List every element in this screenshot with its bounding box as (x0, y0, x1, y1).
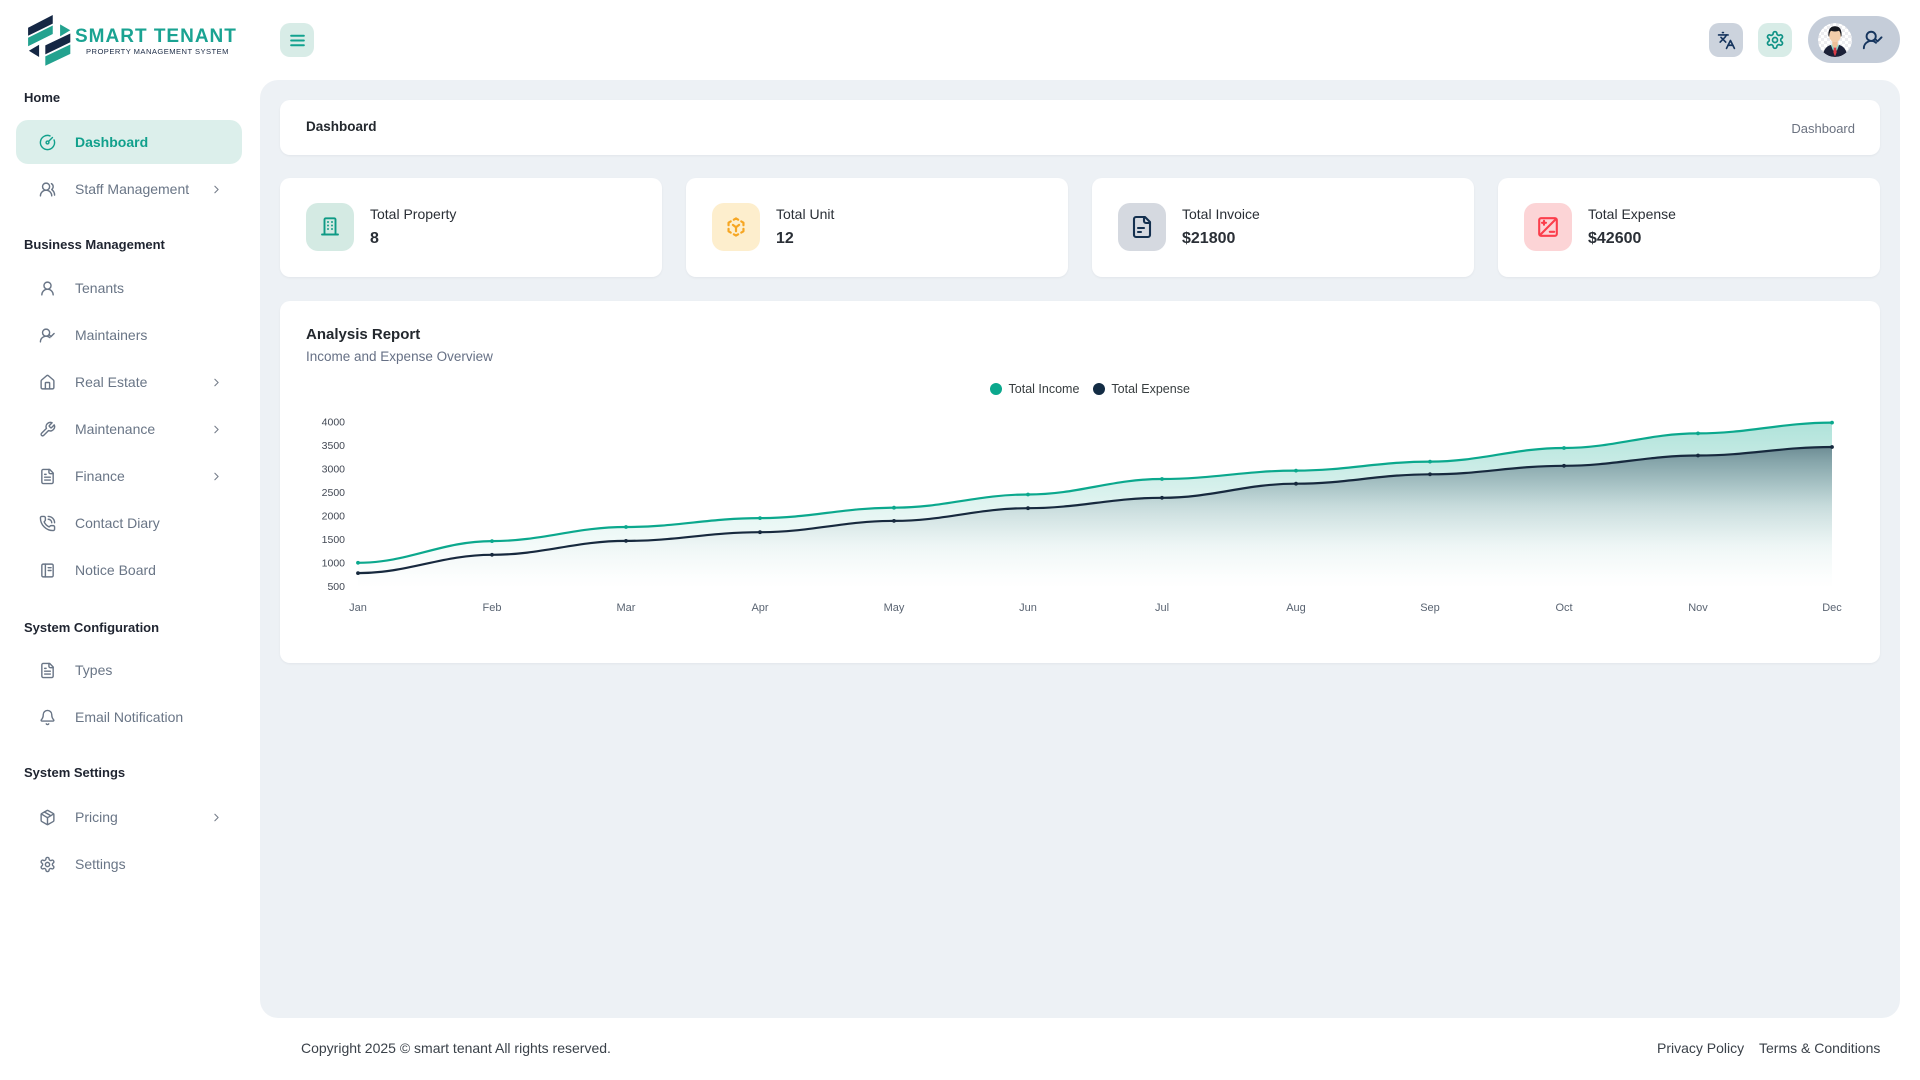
svg-text:Mar: Mar (617, 602, 636, 614)
svg-text:Sep: Sep (1420, 602, 1440, 614)
svg-text:Dec: Dec (1822, 602, 1842, 614)
svg-text:Nov: Nov (1688, 602, 1708, 614)
svg-text:Apr: Apr (751, 602, 768, 614)
svg-text:Jun: Jun (1019, 602, 1037, 614)
svg-text:Feb: Feb (483, 602, 502, 614)
svg-text:3500: 3500 (322, 440, 346, 452)
svg-text:2000: 2000 (322, 511, 346, 523)
svg-text:May: May (884, 602, 905, 614)
svg-text:Jul: Jul (1155, 602, 1169, 614)
svg-text:4000: 4000 (322, 416, 346, 428)
svg-text:1500: 1500 (322, 534, 346, 546)
svg-text:2500: 2500 (322, 487, 346, 499)
svg-text:Oct: Oct (1555, 602, 1572, 614)
svg-text:Aug: Aug (1286, 602, 1306, 614)
svg-text:500: 500 (327, 581, 345, 593)
svg-text:Jan: Jan (349, 602, 367, 614)
svg-text:3000: 3000 (322, 464, 346, 476)
svg-text:1000: 1000 (322, 558, 346, 570)
